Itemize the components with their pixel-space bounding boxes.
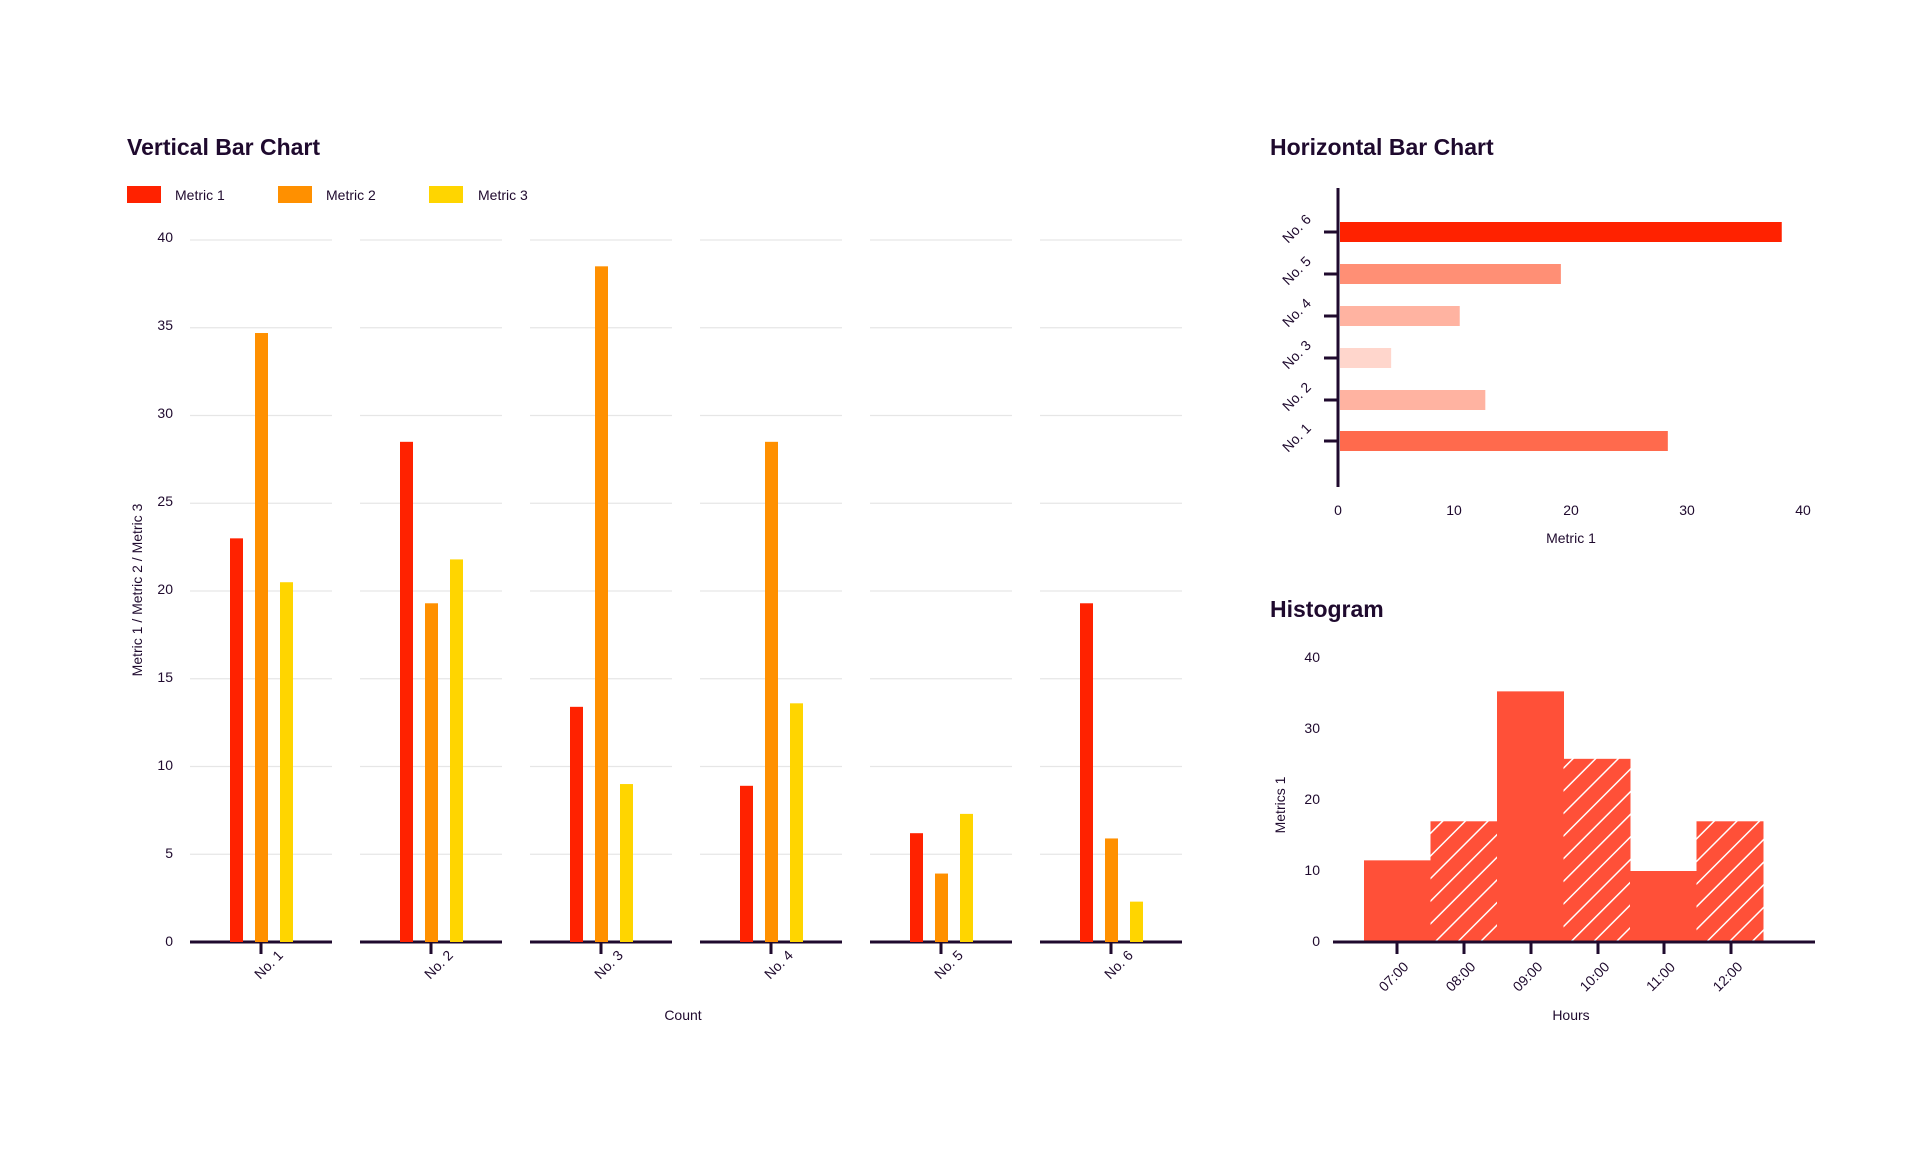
histogram-title: Histogram bbox=[1270, 596, 1384, 622]
y-tick-label: No. 4 bbox=[1279, 295, 1314, 330]
horizontal-bar bbox=[1340, 431, 1668, 451]
legend-swatch-metric-1 bbox=[127, 186, 161, 203]
x-tick-label: 08:00 bbox=[1442, 958, 1478, 994]
x-tick-label: 0 bbox=[1334, 502, 1342, 518]
horizontal-chart-y-ticks: No. 1 No. 2 No. 3 No. 4 No. 5 No. 6 bbox=[1279, 211, 1314, 455]
histogram-x-axis-label: Hours bbox=[1552, 1007, 1589, 1023]
horizontal-chart-title: Horizontal Bar Chart bbox=[1270, 134, 1494, 160]
horizontal-bar bbox=[1340, 306, 1460, 326]
bar-metric-2 bbox=[255, 333, 268, 942]
horizontal-bar bbox=[1340, 222, 1782, 242]
x-tick-label: 20 bbox=[1563, 502, 1579, 518]
histogram-x-ticks: 07:00 08:00 09:00 10:00 11:00 12:00 bbox=[1375, 958, 1745, 994]
histogram-axes bbox=[1333, 940, 1815, 954]
legend-swatch-metric-3 bbox=[429, 186, 463, 203]
horizontal-chart-bars bbox=[1340, 222, 1782, 451]
y-tick-label: No. 1 bbox=[1279, 420, 1314, 455]
x-tick-label: 40 bbox=[1795, 502, 1811, 518]
x-tick-label: 11:00 bbox=[1643, 959, 1679, 995]
y-tick-label: No. 5 bbox=[1279, 253, 1314, 288]
vertical-chart-bars bbox=[230, 266, 1143, 942]
x-tick-label: No. 6 bbox=[1101, 947, 1136, 982]
x-tick-label: No. 5 bbox=[931, 947, 966, 982]
y-tick-label: 15 bbox=[157, 669, 173, 685]
y-tick-label: 10 bbox=[157, 757, 173, 773]
horizontal-bar bbox=[1340, 348, 1392, 368]
x-tick-label: No. 3 bbox=[591, 947, 626, 982]
y-tick-label: 25 bbox=[157, 493, 173, 509]
histogram-bars bbox=[1364, 691, 1764, 942]
bar-metric-3 bbox=[450, 559, 463, 942]
bar-metric-2 bbox=[1105, 838, 1118, 942]
bar-metric-3 bbox=[1130, 901, 1143, 942]
y-tick-label: No. 3 bbox=[1279, 337, 1314, 372]
histogram-bin bbox=[1696, 821, 1764, 942]
vertical-bar-chart: Vertical Bar Chart Metric 1 Metric 2 Met… bbox=[127, 134, 1182, 1023]
bar-metric-3 bbox=[960, 813, 973, 942]
histogram-bin bbox=[1497, 691, 1564, 942]
vertical-chart-x-ticks: No. 1 No. 2 No. 3 No. 4 No. 5 No. 6 bbox=[251, 947, 1136, 982]
x-tick-label: 12:00 bbox=[1709, 958, 1745, 994]
x-tick-label: No. 1 bbox=[251, 947, 286, 982]
histogram-bin bbox=[1430, 821, 1498, 942]
y-tick-label: No. 6 bbox=[1279, 211, 1314, 246]
y-tick-label: 40 bbox=[157, 229, 173, 245]
bar-metric-2 bbox=[935, 873, 948, 942]
y-tick-label: 30 bbox=[1304, 720, 1320, 736]
x-tick-label: 07:00 bbox=[1375, 958, 1411, 994]
y-tick-label: 0 bbox=[165, 933, 173, 949]
x-tick-label: 10 bbox=[1446, 502, 1462, 518]
bar-metric-2 bbox=[425, 603, 438, 942]
bar-metric-1 bbox=[570, 706, 583, 942]
x-tick-label: 10:00 bbox=[1576, 958, 1612, 994]
x-tick-label: 30 bbox=[1679, 502, 1695, 518]
histogram-y-axis-label: Metrics 1 bbox=[1272, 776, 1288, 833]
bar-metric-2 bbox=[595, 266, 608, 942]
bar-metric-3 bbox=[620, 784, 633, 942]
horizontal-bar bbox=[1340, 264, 1561, 284]
horizontal-chart-x-axis-label: Metric 1 bbox=[1546, 530, 1596, 546]
vertical-chart-y-axis-label: Metric 1 / Metric 2 / Metric 3 bbox=[129, 503, 145, 676]
vertical-chart-title: Vertical Bar Chart bbox=[127, 134, 320, 160]
x-tick-label: No. 4 bbox=[761, 947, 796, 982]
y-tick-label: 0 bbox=[1312, 933, 1320, 949]
y-tick-label: 10 bbox=[1304, 862, 1320, 878]
y-tick-label: 35 bbox=[157, 317, 173, 333]
histogram-y-ticks: 0 10 20 30 40 bbox=[1304, 649, 1320, 949]
bar-metric-1 bbox=[400, 441, 413, 942]
y-tick-label: 20 bbox=[1304, 791, 1320, 807]
vertical-chart-gridlines bbox=[190, 239, 1182, 855]
y-tick-label: No. 2 bbox=[1279, 379, 1314, 414]
bar-metric-1 bbox=[1080, 603, 1093, 942]
bar-metric-1 bbox=[910, 833, 923, 942]
histogram-chart: Histogram 0 10 20 30 40 Metrics 1 07:00 … bbox=[1270, 596, 1815, 1023]
legend-label-metric-1: Metric 1 bbox=[175, 187, 225, 203]
bar-metric-3 bbox=[790, 703, 803, 942]
horizontal-bar bbox=[1340, 390, 1486, 410]
bar-metric-1 bbox=[740, 785, 753, 942]
vertical-chart-x-axis-label: Count bbox=[664, 1007, 701, 1023]
horizontal-bar-chart: Horizontal Bar Chart No. 1 No. 2 No. 3 N… bbox=[1270, 134, 1811, 546]
legend-label-metric-2: Metric 2 bbox=[326, 187, 376, 203]
histogram-bin bbox=[1364, 860, 1431, 942]
x-tick-label: No. 2 bbox=[421, 947, 456, 982]
x-tick-label: 09:00 bbox=[1509, 958, 1545, 994]
histogram-bin bbox=[1563, 758, 1631, 942]
y-tick-label: 5 bbox=[165, 845, 173, 861]
y-tick-label: 30 bbox=[157, 405, 173, 421]
bar-metric-3 bbox=[280, 582, 293, 942]
vertical-chart-x-axes bbox=[190, 940, 1182, 954]
bar-metric-2 bbox=[765, 441, 778, 942]
bar-metric-1 bbox=[230, 538, 243, 942]
horizontal-chart-x-ticks: 0 10 20 30 40 bbox=[1334, 502, 1811, 518]
legend: Metric 1 Metric 2 Metric 3 bbox=[127, 186, 528, 203]
y-tick-label: 20 bbox=[157, 581, 173, 597]
y-tick-label: 40 bbox=[1304, 649, 1320, 665]
legend-swatch-metric-2 bbox=[278, 186, 312, 203]
legend-label-metric-3: Metric 3 bbox=[478, 187, 528, 203]
vertical-chart-y-ticks: 0 5 10 15 20 25 30 35 40 bbox=[157, 229, 173, 949]
horizontal-chart-axes bbox=[1324, 188, 1340, 487]
histogram-bin bbox=[1630, 871, 1697, 942]
